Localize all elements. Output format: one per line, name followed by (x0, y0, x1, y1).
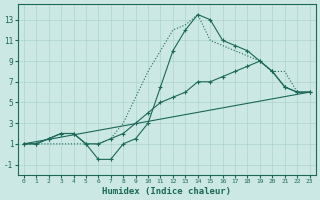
X-axis label: Humidex (Indice chaleur): Humidex (Indice chaleur) (102, 187, 231, 196)
